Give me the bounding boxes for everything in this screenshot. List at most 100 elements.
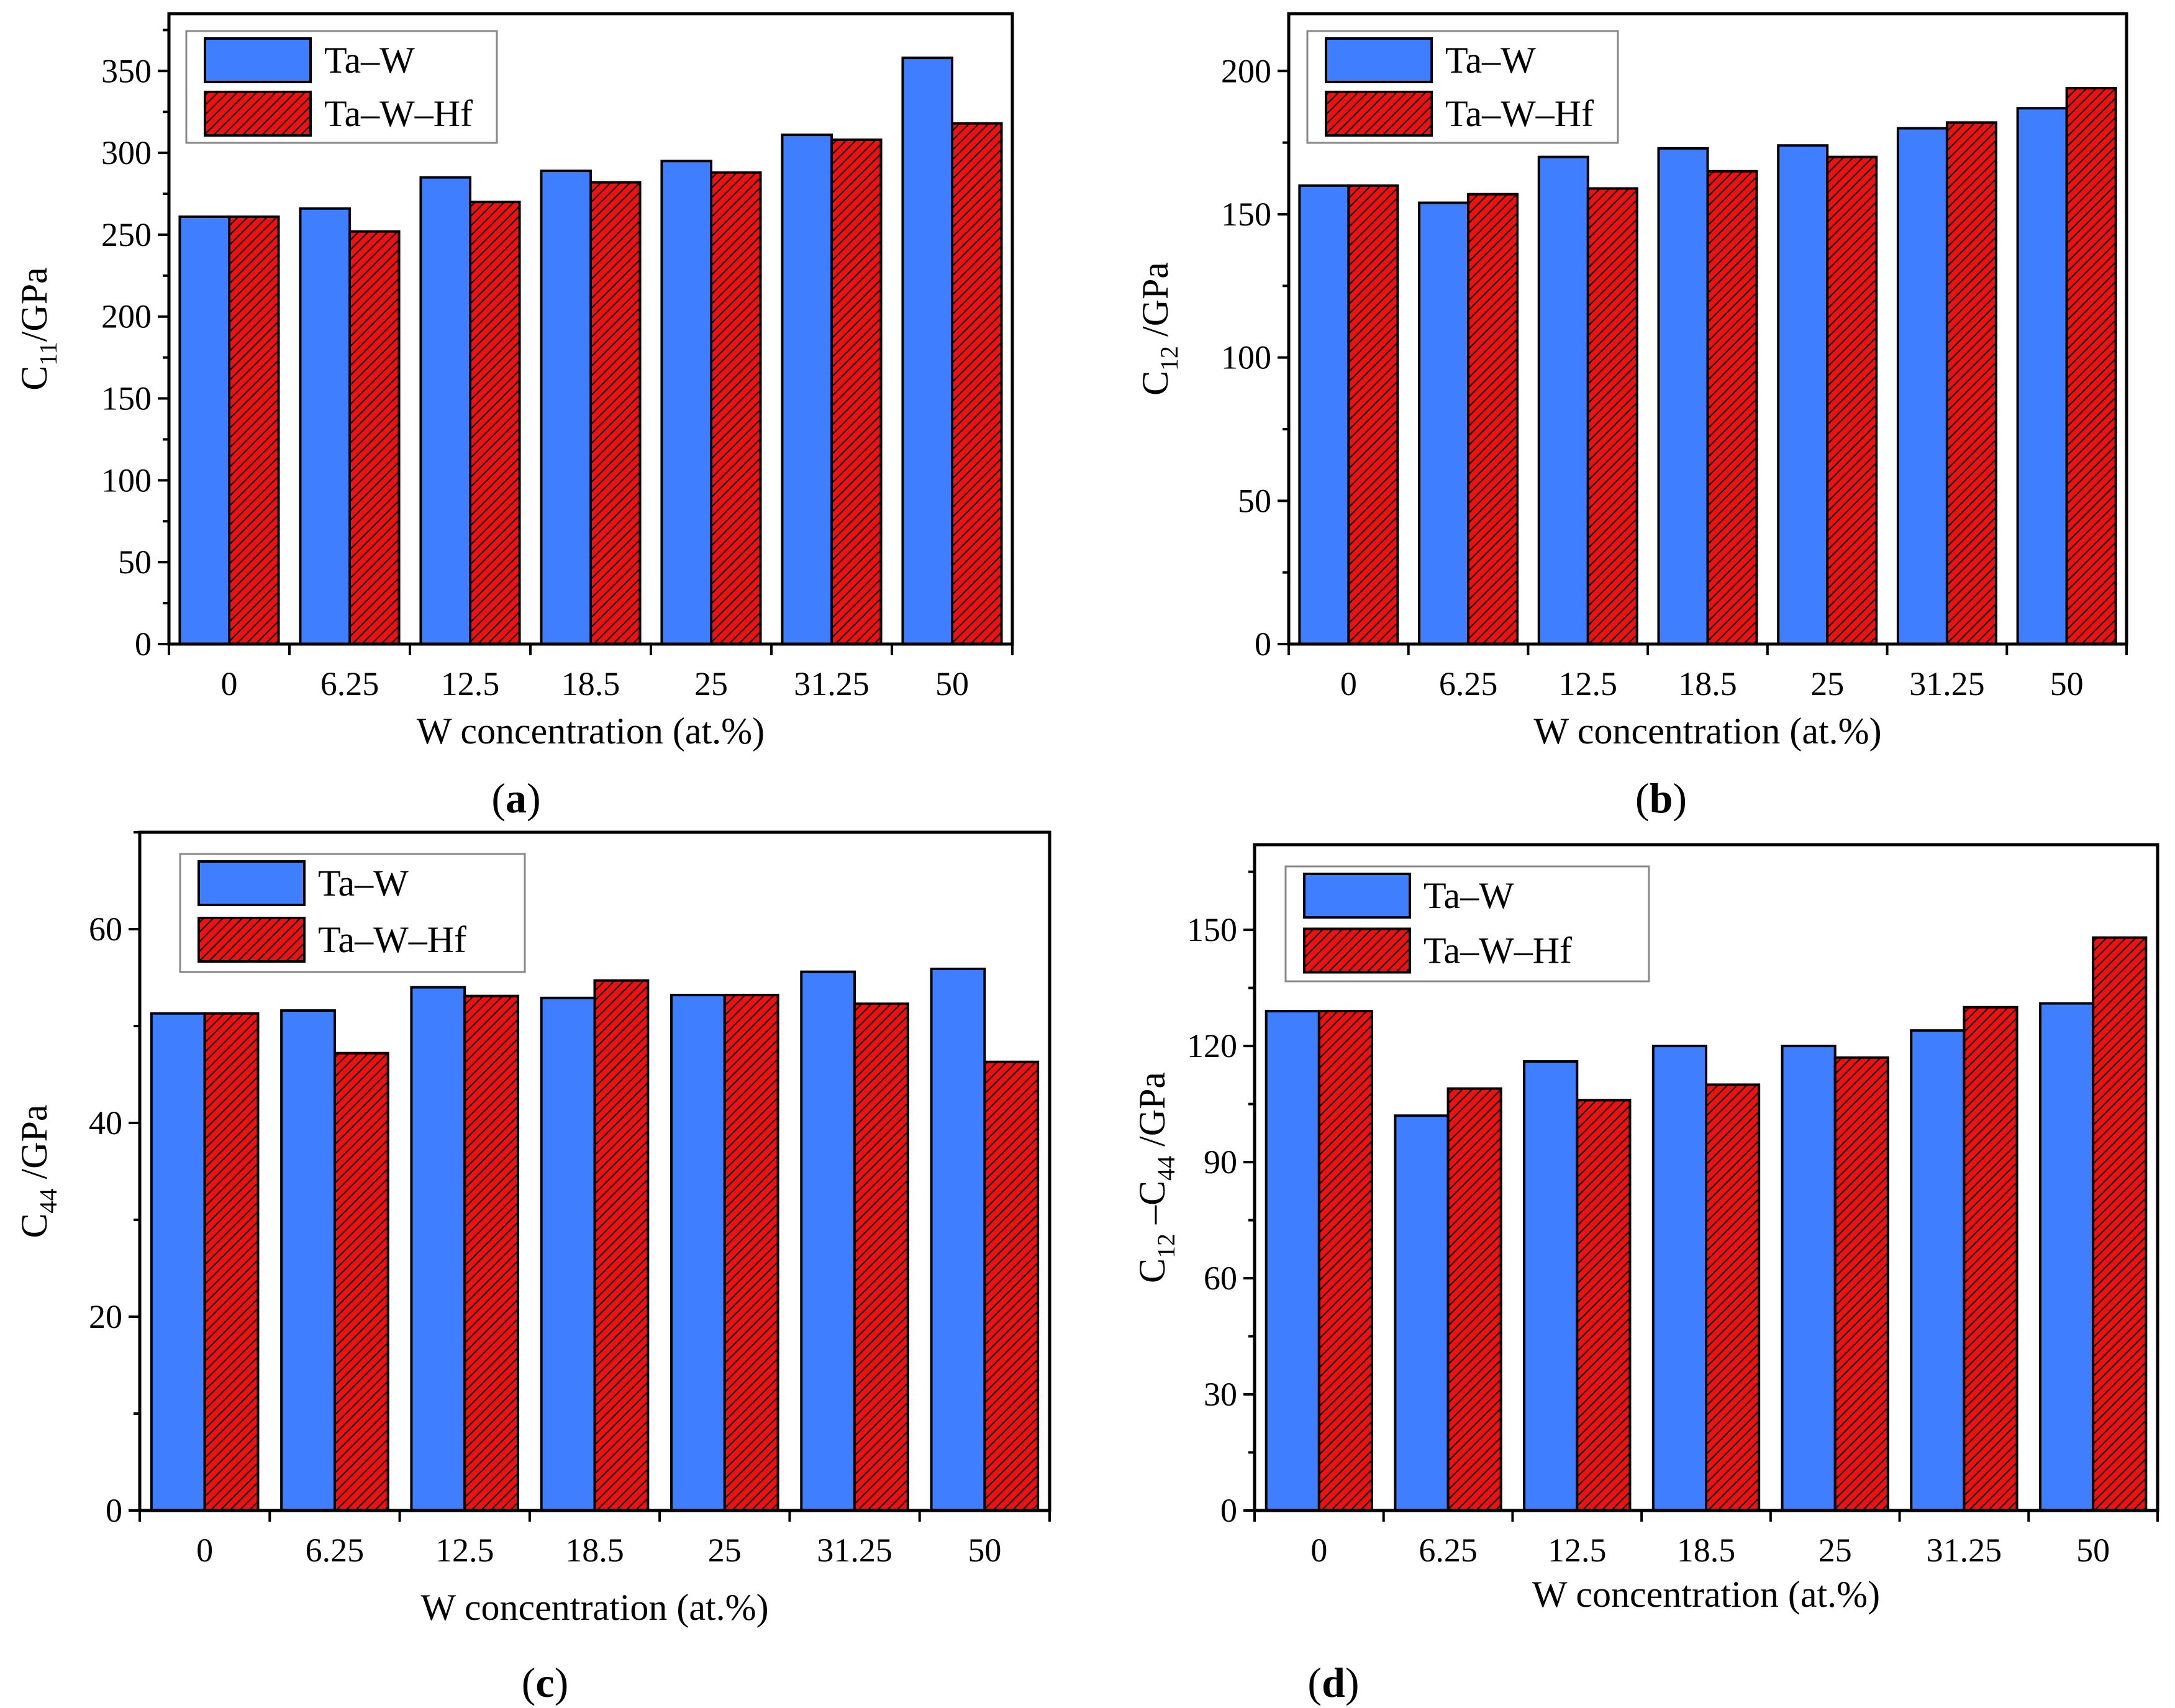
y-tick-label: 100 xyxy=(101,461,152,499)
legend: Ta–W Ta–W–Hf xyxy=(1306,30,1619,144)
bars-group xyxy=(1265,936,2148,1512)
bar-ta-w-hf-31.25 xyxy=(853,1002,909,1512)
x-tick-label: 50 xyxy=(2076,1532,2110,1569)
legend: Ta–W Ta–W–Hf xyxy=(179,853,526,973)
x-tick-label: 0 xyxy=(1310,1532,1327,1569)
bar-ta-w-6.25 xyxy=(1418,201,1470,645)
bar-ta-w-6.25 xyxy=(1394,1114,1450,1512)
bar-ta-w-12.5 xyxy=(1523,1060,1579,1512)
plot-frame xyxy=(138,830,1051,1512)
y-tick-label: 120 xyxy=(1187,1027,1237,1065)
plot-frame xyxy=(167,12,1014,646)
x-tick-label: 0 xyxy=(1340,665,1357,702)
legend-label-ta-w: Ta–W xyxy=(1424,875,1514,916)
legend-swatch-ta-w xyxy=(198,860,306,906)
x-tick-label: 18.5 xyxy=(1677,1532,1736,1569)
x-tick-label: 50 xyxy=(2050,665,2084,702)
bar-ta-w-6.25 xyxy=(280,1009,336,1512)
y-tick-label: 0 xyxy=(1220,1492,1237,1529)
bar-ta-w-hf-31.25 xyxy=(1963,1006,2018,1512)
x-axis: 0 6.25 12.5 18.5 25 31.25 50 xyxy=(1287,644,2128,702)
legend-label-ta-w-hf: Ta–W–Hf xyxy=(324,93,473,134)
x-tick-label: 25 xyxy=(708,1532,742,1569)
bar-ta-w-hf-0 xyxy=(1347,184,1399,645)
x-tick-label: 6.25 xyxy=(320,665,379,702)
panel-label: (b) xyxy=(1635,775,1687,822)
panel-label: (a) xyxy=(491,775,540,822)
bar-ta-w-0 xyxy=(1298,184,1350,645)
y-tick-label: 0 xyxy=(135,625,152,663)
chart-panel-a: 0 50 100 150 200 250 300 350 0 6.25 12.5 18.5 25 31.… xyxy=(14,12,1014,822)
bar-ta-w-hf-50 xyxy=(2065,86,2117,646)
legend-swatch-ta-w-hf xyxy=(1325,91,1433,137)
bar-ta-w-25 xyxy=(660,160,712,646)
y-axis-label: C12 –C44 /GPa xyxy=(1132,1072,1180,1283)
bar-ta-w-hf-6.25 xyxy=(1467,193,1519,645)
bar-ta-w-hf-12.5 xyxy=(1576,1099,1632,1512)
y-tick-label: 60 xyxy=(1204,1260,1237,1297)
legend-label-ta-w: Ta–W xyxy=(318,863,409,904)
chart-panel-c: 0 20 40 60 0 6.25 12.5 18.5 25 31.25 50 Ta–W Ta–W… xyxy=(14,830,1051,1706)
bar-ta-w-31.25 xyxy=(800,970,856,1512)
x-tick-label: 18.5 xyxy=(561,665,620,702)
bar-ta-w-hf-12.5 xyxy=(1586,187,1638,645)
y-axis: 0 50 100 150 200 xyxy=(1221,52,1289,663)
x-axis-label: W concentration (at.%) xyxy=(420,1587,768,1628)
x-axis-label: W concentration (at.%) xyxy=(417,711,765,752)
bar-ta-w-hf-18.5 xyxy=(589,181,642,645)
x-tick-label: 31.25 xyxy=(1909,665,1985,702)
x-tick-label: 0 xyxy=(196,1532,213,1569)
legend-swatch-ta-w xyxy=(1303,873,1411,919)
x-tick-label: 6.25 xyxy=(306,1532,365,1569)
legend-label-ta-w: Ta–W xyxy=(324,40,415,81)
bar-ta-w-50 xyxy=(901,57,953,645)
bar-ta-w-50 xyxy=(930,967,986,1512)
bar-ta-w-12.5 xyxy=(1537,155,1589,645)
bar-ta-w-hf-25 xyxy=(1833,1056,1889,1512)
bar-ta-w-18.5 xyxy=(1657,147,1709,646)
bar-ta-w-hf-31.25 xyxy=(1945,121,1997,645)
bar-ta-w-hf-25 xyxy=(710,171,762,645)
y-axis: 0 20 40 60 xyxy=(89,831,140,1529)
x-axis: 0 6.25 12.5 18.5 25 31.25 50 xyxy=(138,1510,1051,1569)
x-axis: 0 6.25 12.5 18.5 25 31.25 50 xyxy=(1253,1510,2159,1569)
bar-ta-w-hf-18.5 xyxy=(1706,170,1758,645)
bar-ta-w-25 xyxy=(1777,144,1829,645)
legend-label-ta-w-hf: Ta–W–Hf xyxy=(1445,93,1594,134)
x-tick-label: 6.25 xyxy=(1439,665,1498,702)
x-tick-label: 50 xyxy=(968,1532,1001,1569)
legend: Ta–W Ta–W–Hf xyxy=(185,30,498,144)
bar-ta-w-hf-25 xyxy=(1826,155,1878,645)
y-tick-label: 50 xyxy=(1238,482,1271,519)
x-tick-label: 12.5 xyxy=(441,665,500,702)
bars-group xyxy=(178,57,1003,646)
y-tick-label: 300 xyxy=(101,134,152,171)
bar-ta-w-hf-50 xyxy=(983,1060,1040,1512)
legend-swatch-ta-w xyxy=(204,37,312,83)
bars-group xyxy=(1298,86,2117,646)
x-tick-label: 12.5 xyxy=(435,1532,494,1569)
bar-ta-w-18.5 xyxy=(540,996,596,1512)
x-axis-label: W concentration (at.%) xyxy=(1532,1574,1880,1615)
x-tick-label: 31.25 xyxy=(1927,1532,2002,1569)
bar-ta-w-hf-25 xyxy=(723,994,779,1512)
bar-ta-w-0 xyxy=(1265,1010,1320,1512)
bar-ta-w-hf-18.5 xyxy=(1705,1083,1761,1512)
y-tick-label: 50 xyxy=(118,543,152,581)
x-tick-label: 31.25 xyxy=(817,1532,892,1569)
bar-ta-w-hf-6.25 xyxy=(1446,1087,1502,1512)
x-tick-label: 25 xyxy=(1819,1532,1852,1569)
bar-ta-w-25 xyxy=(1781,1045,1837,1512)
x-axis-label: W concentration (at.%) xyxy=(1533,711,1881,752)
y-tick-label: 150 xyxy=(1221,196,1271,233)
chart-panel-b: 0 50 100 150 200 0 6.25 12.5 18.5 25 31.25 50 Ta–W… xyxy=(1135,12,2128,822)
y-tick-label: 350 xyxy=(101,52,152,89)
y-tick-label: 90 xyxy=(1204,1143,1237,1181)
x-tick-label: 12.5 xyxy=(1559,665,1618,702)
bar-ta-w-hf-12.5 xyxy=(469,201,521,645)
y-axis-label: C44 /GPa xyxy=(14,1104,62,1238)
bar-ta-w-31.25 xyxy=(1910,1029,1966,1512)
x-tick-label: 50 xyxy=(935,665,969,702)
x-tick-label: 18.5 xyxy=(565,1532,624,1569)
